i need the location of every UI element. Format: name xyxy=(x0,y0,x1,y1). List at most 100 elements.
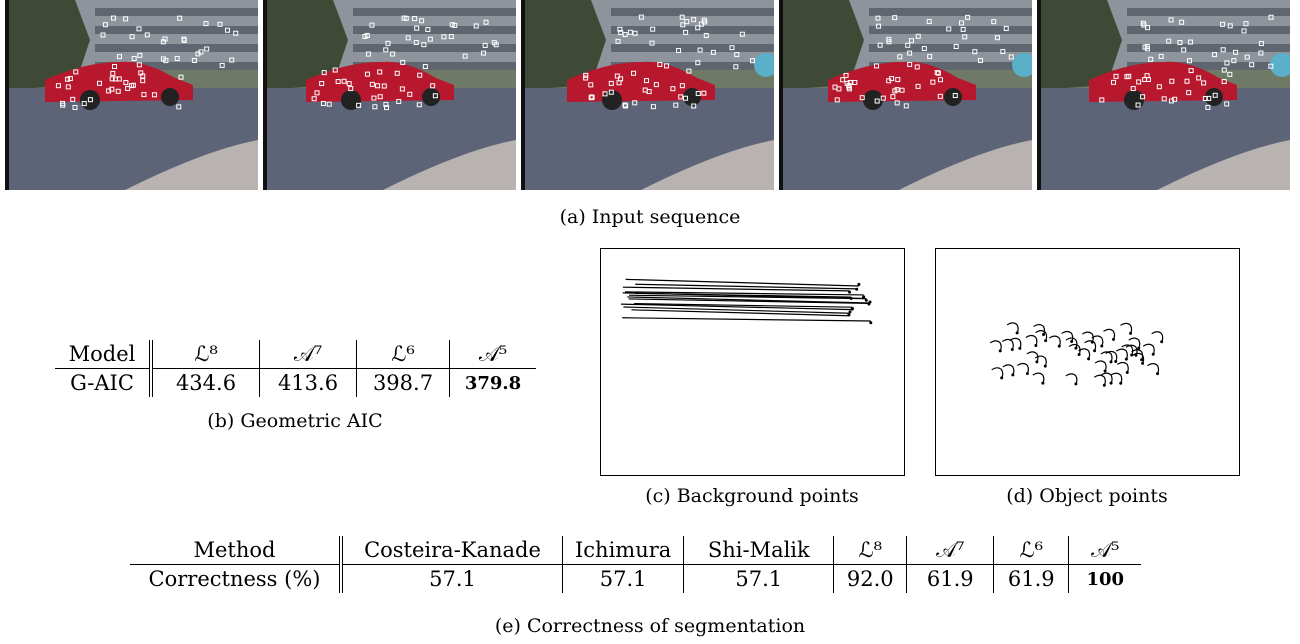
window-band xyxy=(1127,26,1290,34)
trajectory-end xyxy=(1093,349,1096,352)
trajectory xyxy=(1049,336,1060,346)
window-band xyxy=(611,26,774,34)
window-band xyxy=(1127,44,1290,52)
background-panel xyxy=(600,248,905,476)
frame xyxy=(5,0,258,190)
trajectory-end xyxy=(1044,339,1047,342)
table-header: Ichimura xyxy=(563,536,684,565)
trajectory xyxy=(1148,364,1159,374)
trajectory xyxy=(1034,325,1045,335)
trajectory-end xyxy=(1018,347,1021,350)
edge xyxy=(263,0,267,190)
trajectory xyxy=(990,341,1001,351)
frame xyxy=(1037,0,1290,190)
trajectory-end xyxy=(1000,376,1003,379)
trajectory xyxy=(622,318,871,321)
window-band xyxy=(353,44,516,52)
photo xyxy=(1037,0,1290,190)
photo xyxy=(263,0,516,190)
table-cell: 398.7 xyxy=(357,369,450,398)
table-cell: 434.6 xyxy=(151,369,260,398)
window-band xyxy=(1127,8,1290,16)
table-cell: 413.6 xyxy=(260,369,357,398)
trajectory-end xyxy=(855,288,858,291)
trajectory xyxy=(1101,373,1112,383)
trajectory-end xyxy=(1016,331,1019,334)
trajectory-end xyxy=(1130,354,1133,357)
trajectory xyxy=(1094,375,1105,385)
trajectory-end xyxy=(1100,344,1103,347)
trajectory-end xyxy=(1129,332,1132,335)
table-header: ℒ⁶ xyxy=(357,340,450,369)
table-header: ℒ⁸ xyxy=(834,536,907,565)
trajectory-end xyxy=(857,283,860,286)
trajectory-end xyxy=(1126,371,1129,374)
table-cell: 61.9 xyxy=(994,565,1069,594)
photo xyxy=(5,0,258,190)
trajectory xyxy=(1026,336,1037,346)
trajectory-end xyxy=(1011,348,1014,351)
trajectory xyxy=(1121,323,1132,333)
trajectory xyxy=(1066,338,1077,348)
trajectory-end xyxy=(1074,382,1077,385)
trajectory-end xyxy=(1160,340,1163,343)
trajectory-end xyxy=(1035,360,1038,363)
wheel xyxy=(80,90,100,110)
window-band xyxy=(95,8,258,16)
trajectory xyxy=(1010,338,1021,348)
trajectory-end xyxy=(1104,369,1107,372)
trajectory-end xyxy=(999,349,1002,352)
trajectory xyxy=(1002,339,1013,349)
trajectory-end xyxy=(1140,358,1143,361)
caption: (e) Correctness of segmentation xyxy=(495,615,805,637)
frame xyxy=(521,0,774,190)
trajectory-end xyxy=(847,313,850,316)
window-band xyxy=(869,44,1032,52)
caption: (c) Background points xyxy=(645,485,859,507)
edge xyxy=(5,0,9,190)
aic-table: Model ℒ⁸ 𝒜⁷ ℒ⁶ 𝒜⁵ G-AIC 434.6 413.6 398.… xyxy=(55,340,536,397)
trajectory xyxy=(1092,336,1103,346)
trajectory xyxy=(1066,374,1077,384)
trajectory xyxy=(1017,363,1028,373)
trajectory-end xyxy=(1112,338,1115,341)
window-band xyxy=(611,44,774,52)
trajectory-end xyxy=(1156,372,1159,375)
background-trajectories xyxy=(601,249,904,475)
window-band xyxy=(95,44,258,52)
table-header: Model xyxy=(55,340,151,369)
wheel xyxy=(1124,90,1144,110)
object-panel xyxy=(935,248,1240,476)
object-trajectories xyxy=(936,249,1239,475)
window-band xyxy=(353,8,516,16)
trajectory-end xyxy=(862,296,865,299)
trajectory xyxy=(1116,349,1127,359)
frame xyxy=(779,0,1032,190)
window-band xyxy=(611,8,774,16)
table-cell: G-AIC xyxy=(55,369,151,398)
trajectory-end xyxy=(1119,382,1122,385)
trajectory-end xyxy=(1141,362,1144,365)
trajectory xyxy=(1152,332,1163,342)
trajectory-end xyxy=(1078,353,1081,356)
trajectory xyxy=(1007,323,1018,333)
table-header: 𝒜⁷ xyxy=(260,340,357,369)
table-cell: 57.1 xyxy=(684,565,834,594)
trajectory-end xyxy=(1114,360,1117,363)
trajectory-end xyxy=(1070,340,1073,343)
trajectory-end xyxy=(1041,382,1044,385)
table-header: ℒ⁶ xyxy=(994,536,1069,565)
window-band xyxy=(353,26,516,34)
caption: (a) Input sequence xyxy=(560,206,741,228)
trajectory xyxy=(1003,365,1014,375)
segmentation-table: Method Costeira-Kanade Ichimura Shi-Mali… xyxy=(130,536,1141,593)
table-cell: 100 xyxy=(1069,565,1142,594)
trajectory-end xyxy=(1087,357,1090,360)
table-cell: 379.8 xyxy=(450,369,537,398)
table-cell: Correctness (%) xyxy=(130,565,341,594)
caption: (b) Geometric AIC xyxy=(207,410,382,432)
table-header: Shi-Malik xyxy=(684,536,834,565)
trajectory-end xyxy=(1103,384,1106,387)
trajectory-end xyxy=(848,291,851,294)
trajectory-end xyxy=(865,299,868,302)
